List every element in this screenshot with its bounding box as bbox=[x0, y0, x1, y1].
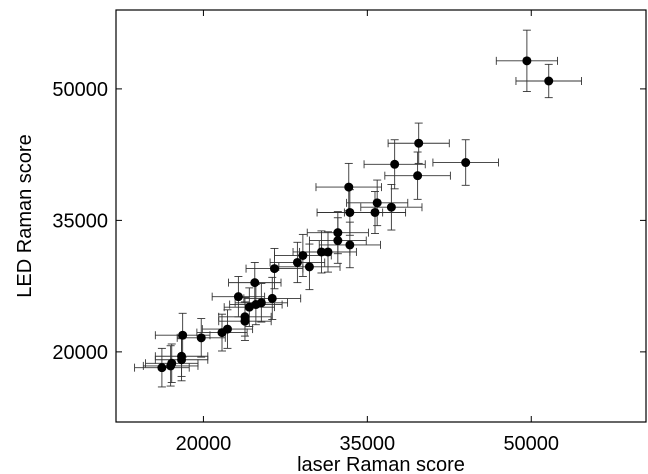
data-point bbox=[390, 159, 400, 169]
axis-ticks bbox=[116, 10, 646, 422]
data-point bbox=[386, 202, 396, 212]
x-tick-label: 50000 bbox=[503, 433, 559, 455]
plot-area bbox=[115, 9, 647, 423]
data-point bbox=[298, 250, 308, 260]
data-point bbox=[196, 333, 206, 343]
data-point bbox=[370, 207, 380, 217]
tick-labels: 20000 35000 50000 20000 35000 50000 bbox=[52, 79, 559, 455]
data-point bbox=[461, 158, 471, 168]
data-point bbox=[233, 292, 243, 302]
y-tick-label: 50000 bbox=[52, 79, 108, 101]
x-tick-label: 35000 bbox=[340, 433, 396, 455]
data-point bbox=[240, 316, 250, 326]
data-point bbox=[522, 56, 532, 66]
data-point bbox=[269, 264, 279, 274]
data-point bbox=[333, 228, 343, 238]
data-point bbox=[323, 247, 333, 257]
data-point bbox=[304, 262, 314, 272]
data-point bbox=[250, 278, 260, 288]
data-point bbox=[414, 138, 424, 148]
data-point bbox=[292, 257, 302, 267]
data-point bbox=[345, 207, 355, 217]
data-point bbox=[544, 76, 554, 86]
data-point bbox=[244, 302, 254, 312]
x-tick-label: 20000 bbox=[176, 433, 232, 455]
data-point bbox=[345, 240, 355, 250]
data-point bbox=[178, 330, 188, 340]
data-point bbox=[316, 247, 326, 257]
data-point bbox=[217, 328, 227, 338]
y-axis-label: LED Raman score bbox=[14, 134, 36, 297]
data-point bbox=[157, 363, 167, 373]
data-point bbox=[177, 355, 187, 365]
x-axis-label: laser Raman score bbox=[297, 454, 465, 474]
data-point bbox=[372, 198, 382, 208]
data-point bbox=[166, 361, 176, 371]
plot-frame bbox=[115, 9, 647, 423]
data-point bbox=[344, 182, 354, 192]
y-tick-label: 35000 bbox=[52, 210, 108, 232]
data-point bbox=[333, 236, 343, 246]
data-point bbox=[267, 293, 277, 303]
data-points bbox=[157, 56, 554, 373]
y-tick-label: 20000 bbox=[52, 342, 108, 364]
data-point bbox=[413, 171, 423, 181]
